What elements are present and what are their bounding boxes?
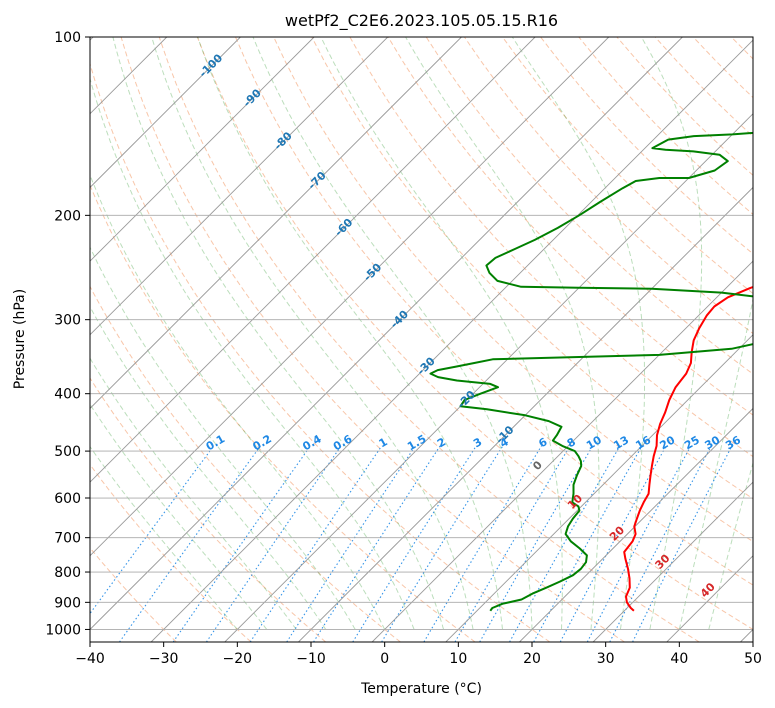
- x-tick-label: 0: [380, 651, 389, 667]
- y-tick-label: 300: [54, 313, 81, 329]
- x-tick-label: 10: [449, 651, 467, 667]
- y-axis-label: Pressure (hPa): [12, 289, 28, 389]
- y-tick-label: 600: [54, 491, 81, 507]
- x-tick-label: −10: [296, 651, 326, 667]
- x-tick-label: −40: [75, 651, 105, 667]
- x-axis-label: Temperature (°C): [360, 681, 482, 697]
- y-tick-label: 100: [54, 30, 81, 46]
- y-tick-label: 1000: [45, 622, 81, 638]
- x-tick-label: 40: [670, 651, 688, 667]
- y-tick-label: 500: [54, 444, 81, 460]
- y-tick-label: 400: [54, 387, 81, 403]
- y-tick-label: 800: [54, 565, 81, 581]
- x-tick-label: 30: [597, 651, 615, 667]
- y-tick-label: 700: [54, 531, 81, 547]
- y-tick-label: 900: [54, 595, 81, 611]
- x-tick-label: −20: [223, 651, 253, 667]
- x-tick-label: 50: [744, 651, 762, 667]
- x-tick-label: −30: [149, 651, 179, 667]
- y-tick-label: 200: [54, 208, 81, 224]
- chart-title: wetPf2_C2E6.2023.105.05.15.R16: [285, 11, 558, 31]
- x-tick-label: 20: [523, 651, 541, 667]
